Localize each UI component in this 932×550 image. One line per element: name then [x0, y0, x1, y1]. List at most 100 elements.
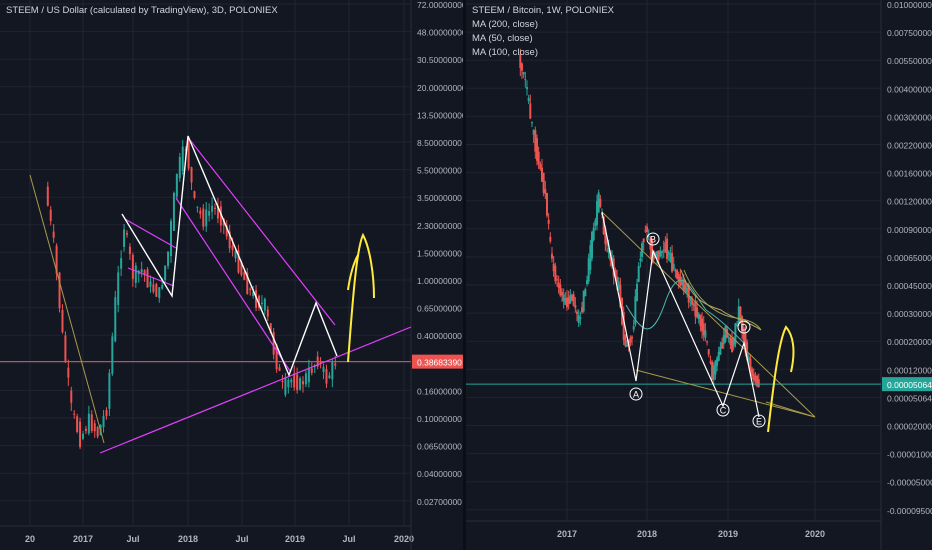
candle-body — [631, 336, 634, 339]
candle-body — [599, 198, 602, 207]
candle-body — [692, 304, 695, 306]
y-tick-label: 48.00000000 — [417, 28, 463, 38]
candle-body — [712, 365, 715, 381]
x-tick-label: Jul — [342, 534, 355, 544]
candle-body — [592, 227, 595, 240]
candle-body — [243, 271, 246, 281]
candle-body — [134, 265, 137, 283]
candle-body — [322, 367, 325, 372]
wave-label-circle — [737, 320, 751, 334]
candle-body — [240, 262, 243, 276]
last-price-tag — [882, 377, 932, 392]
candle-body — [299, 378, 302, 390]
candle-body — [584, 288, 587, 297]
ma50-legend: MA (50, close) — [472, 33, 533, 44]
candle-body — [749, 358, 752, 373]
usd-chart-svg[interactable]: 72.00000000 48.00000000 30.50000000 20.0000… — [0, 0, 463, 550]
candle-body — [666, 238, 669, 259]
y-tick-label: 0.00120000 — [887, 197, 932, 207]
candle-body — [128, 246, 131, 255]
candle-body — [756, 375, 759, 387]
y-tick-label: 0.00550000 — [887, 56, 932, 66]
candle-body — [691, 298, 694, 305]
candle-body — [228, 231, 231, 249]
candle-body — [552, 263, 555, 272]
candle-body — [275, 344, 278, 370]
candle-body — [559, 284, 562, 296]
candle-body — [579, 317, 582, 319]
candle-body — [237, 250, 240, 273]
btc-chart-panel[interactable]: 0.01000000 0.00750000 0.00550000 0.00400000… — [466, 0, 932, 550]
candle-body — [272, 331, 275, 355]
candle-body — [545, 192, 548, 216]
candle-body — [701, 318, 704, 332]
candle-body — [287, 379, 290, 388]
y-tick-label: 0.06500000 — [417, 442, 462, 452]
candle-body — [709, 361, 712, 363]
candle-body — [524, 79, 527, 81]
candle-body — [331, 362, 334, 380]
usd-chart-panel[interactable]: 72.00000000 48.00000000 30.50000000 20.0000… — [0, 0, 463, 550]
candle-body — [567, 297, 570, 305]
candle-body — [293, 373, 296, 388]
wave-label-c: C — [720, 406, 727, 416]
candle-body — [64, 335, 67, 362]
candle-body — [55, 245, 58, 274]
candle-body — [117, 272, 120, 305]
y-tick-label: 8.50000000 — [417, 138, 462, 148]
candle-body — [93, 423, 96, 432]
candle-body — [178, 157, 181, 179]
candle-body — [325, 369, 328, 384]
trendline-base-olive — [765, 401, 816, 418]
candle-body — [587, 258, 590, 282]
candle-body — [741, 316, 744, 333]
y-tick-label: 13.50000000 — [417, 110, 463, 120]
trendline-olive — [29, 174, 105, 444]
candle-body — [742, 327, 745, 341]
candle-body — [626, 345, 629, 347]
candle-body — [190, 167, 193, 183]
candle-body — [607, 248, 610, 253]
candle-body — [535, 138, 538, 161]
candle-body — [722, 335, 725, 345]
x-tick-label: 2018 — [178, 534, 198, 544]
y-tick-label: 0.00045000 — [887, 281, 932, 291]
candle-body — [70, 390, 73, 403]
panel-divider[interactable] — [463, 0, 466, 550]
wave-label-d: D — [741, 323, 748, 333]
candle-body — [736, 324, 739, 326]
y-tick-label: 0.10000000 — [417, 414, 462, 424]
candle-body — [652, 250, 655, 260]
y-tick-label: 0.00005064 — [887, 393, 932, 403]
candle-body — [642, 238, 645, 243]
y-tick-label: 72.00000000 — [417, 0, 463, 10]
candle-body — [167, 251, 170, 267]
candle-body — [656, 251, 659, 259]
candle-body — [744, 333, 747, 353]
candle-body — [677, 273, 680, 283]
btc-chart-svg[interactable]: 0.01000000 0.00750000 0.00550000 0.00400000… — [466, 0, 932, 550]
x-tick-label: 2019 — [285, 534, 305, 544]
candle-body — [164, 265, 167, 280]
candle-body — [639, 258, 642, 261]
candle-body — [542, 172, 545, 194]
candle-body — [67, 367, 70, 378]
candle-body — [566, 297, 568, 308]
candle-body — [181, 146, 184, 171]
candle-body — [682, 279, 685, 291]
y-tick-label: 20.00000000 — [417, 83, 463, 93]
candle-body — [550, 253, 553, 259]
candle-body — [555, 279, 558, 281]
candle-body — [644, 230, 647, 232]
wave-label-e: E — [756, 417, 762, 427]
candle-body — [193, 191, 196, 198]
y-tick-label: 0.16000000 — [417, 386, 462, 396]
candle-body — [120, 258, 123, 269]
candle-body — [717, 351, 720, 361]
candle-body — [757, 379, 760, 387]
candle-body — [87, 413, 90, 434]
candle-body — [657, 250, 660, 260]
candle-body — [255, 290, 258, 308]
candle-body — [737, 306, 740, 324]
candle-body — [672, 264, 675, 269]
